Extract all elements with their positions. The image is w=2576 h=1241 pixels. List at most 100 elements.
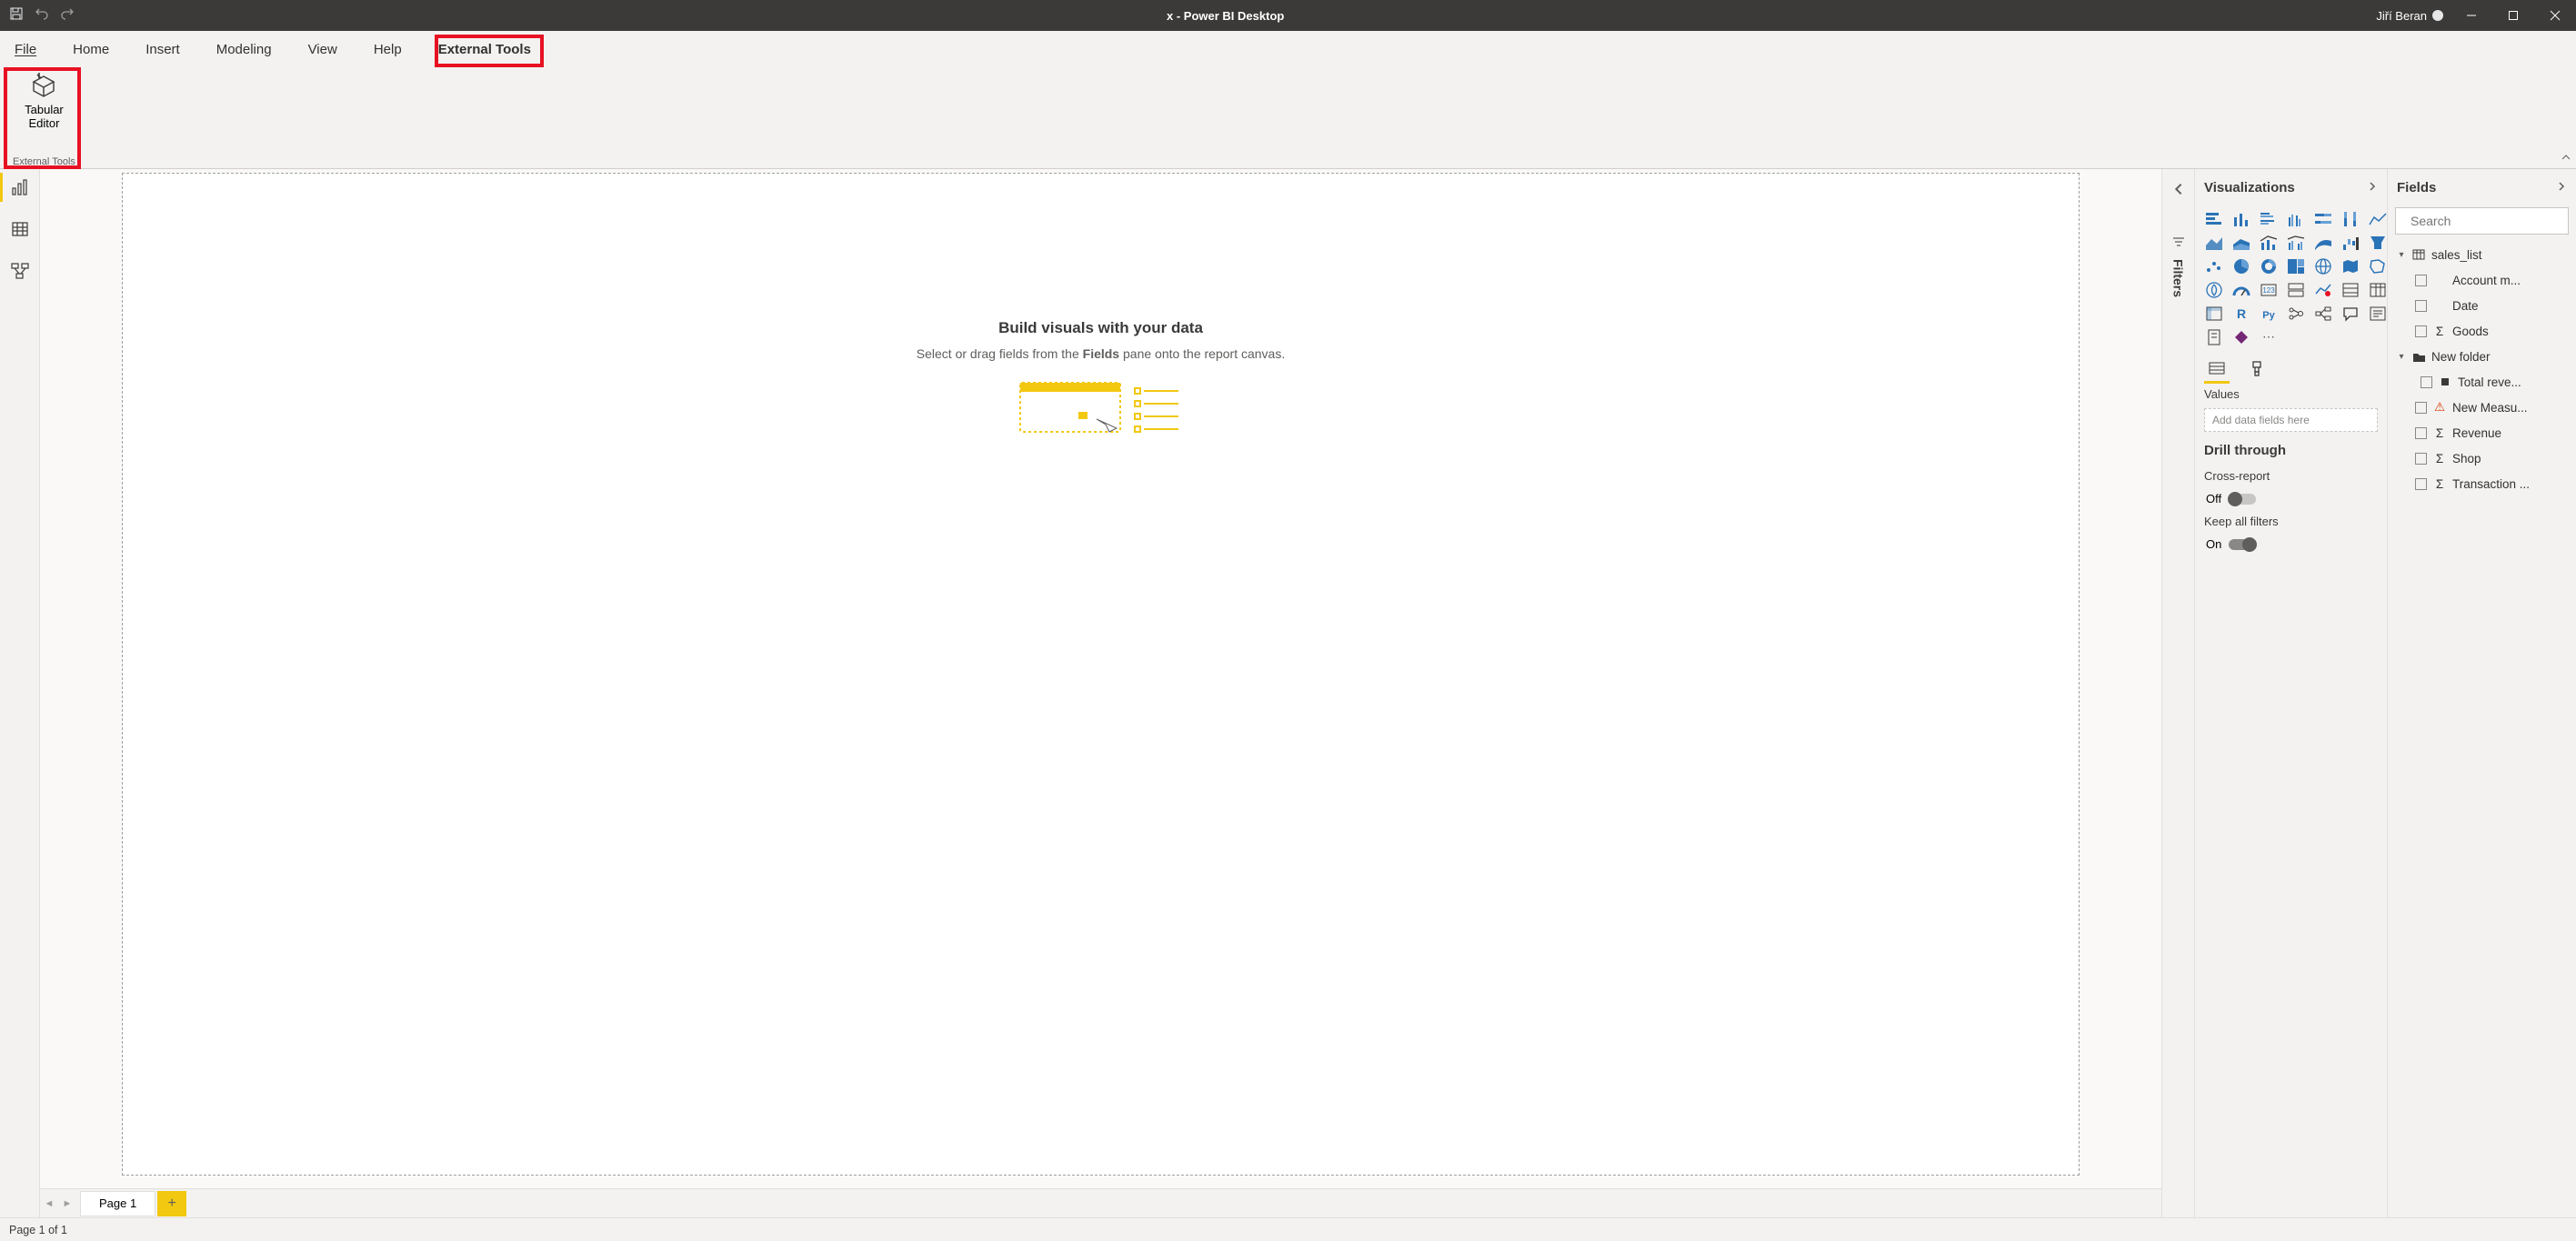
fields-tab-icon[interactable] [2206,358,2228,378]
tab-insert[interactable]: Insert [127,31,198,67]
field-transaction[interactable]: Σ Transaction ... [2391,471,2572,496]
r-visual-icon[interactable]: R [2230,304,2253,324]
tab-help[interactable]: Help [356,31,420,67]
field-date[interactable]: Date [2391,293,2572,318]
page-prev-icon[interactable]: ◄ [40,1198,58,1209]
collapse-fields-icon[interactable] [2556,180,2567,195]
multi-card-icon[interactable] [2284,280,2308,300]
clustered-column-icon[interactable] [2284,209,2308,229]
pie-icon[interactable] [2230,256,2253,276]
slicer-icon[interactable] [2339,280,2362,300]
values-dropzone[interactable]: Add data fields here [2204,408,2378,432]
checkbox[interactable] [2415,453,2427,465]
stacked-col100-icon[interactable] [2339,209,2362,229]
user-account[interactable]: Jiří Beran [2376,9,2451,23]
ribbon-tabs: File Home Insert Modeling View Help Exte… [0,31,2576,67]
filters-pane-collapsed[interactable]: Filters [2161,169,2194,1217]
tab-view[interactable]: View [290,31,356,67]
checkbox[interactable] [2415,300,2427,312]
close-button[interactable] [2534,0,2576,31]
user-avatar [2432,10,2443,21]
search-input[interactable] [2411,214,2575,228]
values-label: Values [2195,382,2387,406]
azure-map-icon[interactable] [2202,280,2226,300]
report-view-button[interactable] [7,176,33,198]
stacked-bar100-icon[interactable] [2311,209,2335,229]
field-new-measure[interactable]: ⚠ New Measu... [2391,395,2572,420]
line-stacked-icon[interactable] [2257,233,2280,253]
visualizations-title: Visualizations [2204,180,2295,195]
user-name: Jiří Beran [2376,9,2427,23]
fields-search[interactable] [2395,207,2569,235]
waterfall-icon[interactable] [2339,233,2362,253]
collapse-viz-icon[interactable] [2367,180,2378,195]
undo-icon[interactable] [35,6,49,25]
matrix-icon[interactable] [2202,304,2226,324]
tabular-editor-button[interactable]: Tabular Editor [25,71,64,131]
clustered-bar-icon[interactable] [2257,209,2280,229]
checkbox[interactable] [2415,427,2427,439]
window-title: x - Power BI Desktop [75,9,2376,23]
tab-file[interactable]: File [0,31,55,67]
field-revenue[interactable]: Σ Revenue [2391,420,2572,445]
add-page-button[interactable]: + [157,1191,186,1216]
cross-report-toggle[interactable]: Off [2195,488,2387,509]
gauge-icon[interactable] [2230,280,2253,300]
checkbox[interactable] [2415,402,2427,414]
key-influencers-icon[interactable] [2284,304,2308,324]
power-apps-icon[interactable] [2230,327,2253,347]
report-canvas-area: Build visuals with your data Select or d… [40,169,2161,1217]
collapse-ribbon-icon[interactable] [2560,151,2572,166]
stacked-area-icon[interactable] [2230,233,2253,253]
save-icon[interactable] [9,6,24,25]
data-view-button[interactable] [7,218,33,240]
svg-text:⋯: ⋯ [2262,329,2275,344]
filled-map-icon[interactable] [2339,256,2362,276]
ribbon-chart-icon[interactable] [2311,233,2335,253]
model-view-button[interactable] [7,260,33,282]
checkbox[interactable] [2415,478,2427,490]
page-tab-1[interactable]: Page 1 [80,1191,155,1216]
checkbox[interactable] [2415,275,2427,286]
stacked-bar-icon[interactable] [2202,209,2226,229]
card-icon[interactable]: 123 [2257,280,2280,300]
paginated-icon[interactable] [2202,327,2226,347]
view-rail [0,169,40,1217]
page-next-icon[interactable]: ► [58,1198,76,1209]
get-visuals-icon[interactable]: ⋯ [2257,327,2280,347]
checkbox[interactable] [2415,325,2427,337]
tab-external-tools[interactable]: External Tools [420,31,549,67]
tab-modeling[interactable]: Modeling [198,31,290,67]
py-visual-icon[interactable]: Py [2257,304,2280,324]
table-icon [2411,248,2426,261]
area-icon[interactable] [2202,233,2226,253]
folder-new[interactable]: ▾ New folder [2391,344,2572,369]
report-canvas[interactable]: Build visuals with your data Select or d… [122,173,2080,1176]
kpi-icon[interactable] [2311,280,2335,300]
fields-tree: ▾ sales_list Account m... Date Σ Goods ▾ [2388,240,2576,498]
treemap-icon[interactable] [2284,256,2308,276]
checkbox[interactable] [2421,376,2432,388]
donut-icon[interactable] [2257,256,2280,276]
redo-icon[interactable] [60,6,75,25]
field-account[interactable]: Account m... [2391,267,2572,293]
tab-home[interactable]: Home [55,31,127,67]
field-shop[interactable]: Σ Shop [2391,445,2572,471]
field-goods[interactable]: Σ Goods [2391,318,2572,344]
format-tab-icon[interactable] [2246,358,2268,378]
field-total-revenue[interactable]: Total reve... [2391,369,2572,395]
maximize-button[interactable] [2492,0,2534,31]
stacked-column-icon[interactable] [2230,209,2253,229]
qna-icon[interactable] [2339,304,2362,324]
visualizations-pane: Visualizations [2194,169,2387,1217]
scatter-icon[interactable] [2202,256,2226,276]
line-clustered-icon[interactable] [2284,233,2308,253]
minimize-button[interactable] [2451,0,2492,31]
map-icon[interactable] [2311,256,2335,276]
keep-filters-toggle[interactable]: On [2195,534,2387,555]
cross-report-label: Cross-report [2195,464,2387,488]
expand-filters-icon[interactable] [2171,182,2186,208]
status-bar: Page 1 of 1 [0,1217,2576,1241]
decomposition-icon[interactable] [2311,304,2335,324]
table-sales-list[interactable]: ▾ sales_list [2391,242,2572,267]
